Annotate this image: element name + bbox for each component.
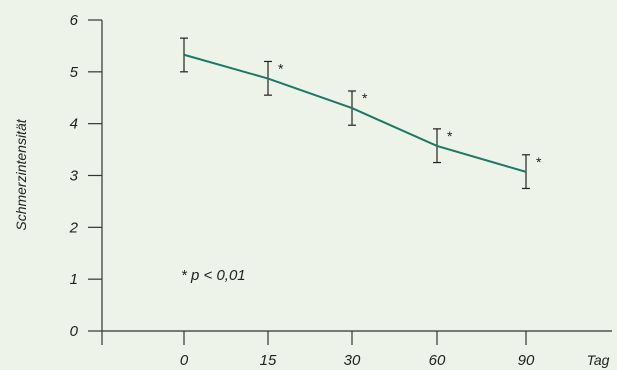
x-tick-label: 90 (518, 352, 535, 369)
x-ticks: 0 15 30 60 90 (101, 331, 535, 369)
y-tick-label: 5 (70, 64, 79, 81)
y-tick-label: 1 (70, 271, 78, 288)
significance-marks: * * * * (278, 60, 542, 169)
y-tick-label: 4 (70, 116, 78, 133)
y-axis-label: Schmerzintensität (13, 118, 29, 230)
x-tick-label: 15 (260, 352, 277, 369)
significance-annotation: * p < 0,01 (181, 267, 246, 284)
x-tick-label: 30 (344, 352, 361, 369)
y-tick-label: 2 (69, 219, 79, 236)
x-axis-label: Tag (587, 352, 610, 368)
significance-star: * (447, 128, 453, 144)
x-tick-label: 0 (180, 352, 189, 369)
y-ticks: 0 1 2 3 4 5 6 (69, 12, 102, 340)
y-tick-label: 0 (70, 323, 79, 340)
y-tick-label: 3 (70, 168, 79, 185)
x-tick-label: 60 (429, 352, 446, 369)
significance-star: * (362, 90, 368, 106)
significance-star: * (278, 60, 284, 76)
axes (101, 20, 612, 332)
significance-star: * (536, 154, 542, 170)
error-bars (180, 37, 530, 190)
y-tick-label: 6 (70, 12, 79, 29)
series-line (183, 53, 527, 173)
